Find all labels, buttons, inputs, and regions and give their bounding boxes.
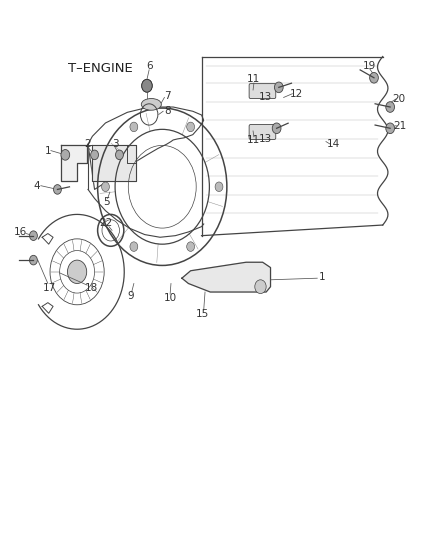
Circle shape <box>386 102 395 112</box>
Text: 14: 14 <box>327 139 340 149</box>
Circle shape <box>53 184 61 194</box>
Circle shape <box>142 79 152 92</box>
Text: 15: 15 <box>196 309 209 319</box>
Text: 9: 9 <box>127 291 134 301</box>
Text: 5: 5 <box>103 197 110 207</box>
Circle shape <box>29 255 37 265</box>
Text: 1: 1 <box>319 272 325 282</box>
Text: 11: 11 <box>247 135 261 145</box>
Text: 8: 8 <box>164 106 171 116</box>
Text: 13: 13 <box>259 92 272 102</box>
Circle shape <box>102 182 110 191</box>
Text: T–ENGINE: T–ENGINE <box>68 62 133 75</box>
Text: 18: 18 <box>85 283 98 293</box>
Polygon shape <box>182 262 271 292</box>
Text: 6: 6 <box>147 61 153 70</box>
Text: 2: 2 <box>85 139 92 149</box>
Text: 12: 12 <box>290 88 304 99</box>
Text: 21: 21 <box>393 120 406 131</box>
Text: 13: 13 <box>259 134 272 144</box>
Text: 20: 20 <box>392 94 406 104</box>
Text: 19: 19 <box>363 61 376 70</box>
Circle shape <box>67 260 87 284</box>
Circle shape <box>130 242 138 252</box>
Circle shape <box>275 82 283 93</box>
FancyBboxPatch shape <box>249 125 276 140</box>
Circle shape <box>215 182 223 191</box>
Circle shape <box>272 123 281 134</box>
Text: 22: 22 <box>99 218 112 228</box>
Circle shape <box>386 123 395 134</box>
Text: 10: 10 <box>163 293 177 303</box>
Text: 11: 11 <box>247 75 261 84</box>
Text: 4: 4 <box>33 181 40 191</box>
Circle shape <box>255 280 266 294</box>
Text: 7: 7 <box>165 91 171 101</box>
Text: 17: 17 <box>43 283 56 293</box>
Circle shape <box>91 150 99 160</box>
Circle shape <box>29 231 37 240</box>
Circle shape <box>130 122 138 132</box>
Circle shape <box>187 122 194 132</box>
Polygon shape <box>61 146 87 181</box>
Text: 16: 16 <box>14 227 28 237</box>
Circle shape <box>61 150 70 160</box>
Ellipse shape <box>141 99 161 110</box>
Polygon shape <box>92 146 136 181</box>
Circle shape <box>370 72 378 83</box>
FancyBboxPatch shape <box>249 84 276 99</box>
Text: 3: 3 <box>112 139 118 149</box>
Text: 1: 1 <box>45 146 51 156</box>
Circle shape <box>187 242 194 252</box>
Circle shape <box>116 150 124 160</box>
Circle shape <box>142 79 152 92</box>
